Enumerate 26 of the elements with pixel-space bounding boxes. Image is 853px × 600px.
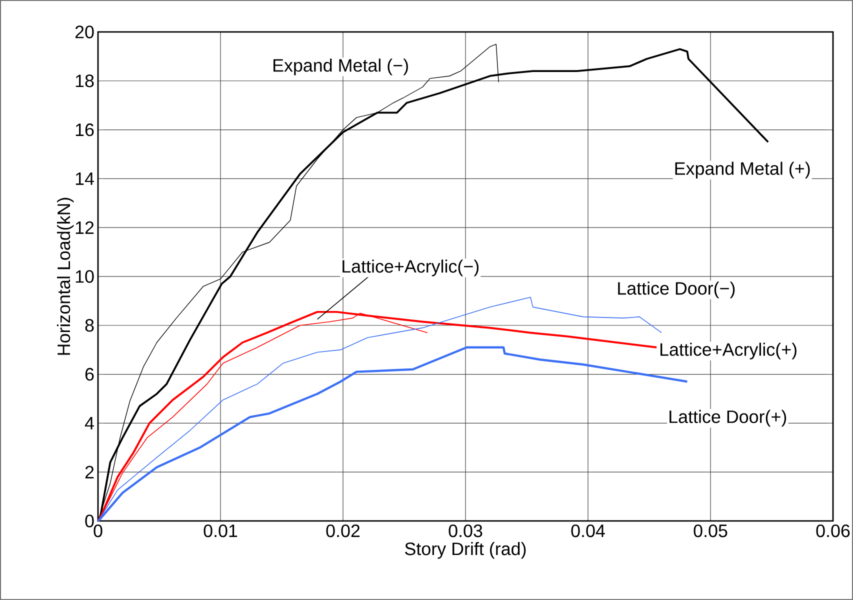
y-tick-label: 16 xyxy=(76,123,94,136)
series-label: Lattice Door(−) xyxy=(618,282,735,298)
x-tick-label: 0.05 xyxy=(694,524,728,538)
y-axis-title: Horizontal Load(kN) xyxy=(56,198,74,355)
y-tick-label: 14 xyxy=(76,172,94,185)
x-tick-label: 0 xyxy=(94,524,102,538)
y-tick-label: 0 xyxy=(85,514,94,528)
y-tick-label: 12 xyxy=(76,221,94,234)
text: Expand Metal (+) xyxy=(675,162,810,178)
y-tick-label: 4 xyxy=(84,417,94,430)
y-tick-label: 10 xyxy=(76,270,94,283)
x-tick-label: 0.04 xyxy=(571,524,605,538)
series-label: Expand Metal (−) xyxy=(274,58,408,76)
text: Lattice+Acrylic(−) xyxy=(342,260,479,276)
x-tick-label: 0.06 xyxy=(816,524,850,538)
y-tick-label: 2 xyxy=(85,466,94,478)
series-label: Lattice+Acrylic(+) xyxy=(660,342,796,360)
x-tick-label: 0.01 xyxy=(204,524,238,538)
x-tick-label: 0.03 xyxy=(448,524,482,538)
y-tick-label: 20 xyxy=(75,26,94,38)
x-tick-label: 0.02 xyxy=(326,524,360,538)
series-label: Lattice Door(+) xyxy=(670,410,786,427)
y-tick-label: 8 xyxy=(85,319,94,332)
y-tick-label: 6 xyxy=(85,368,94,381)
y-tick-label: 18 xyxy=(76,74,94,88)
x-axis-title: Story Drift (rad) xyxy=(405,542,526,559)
